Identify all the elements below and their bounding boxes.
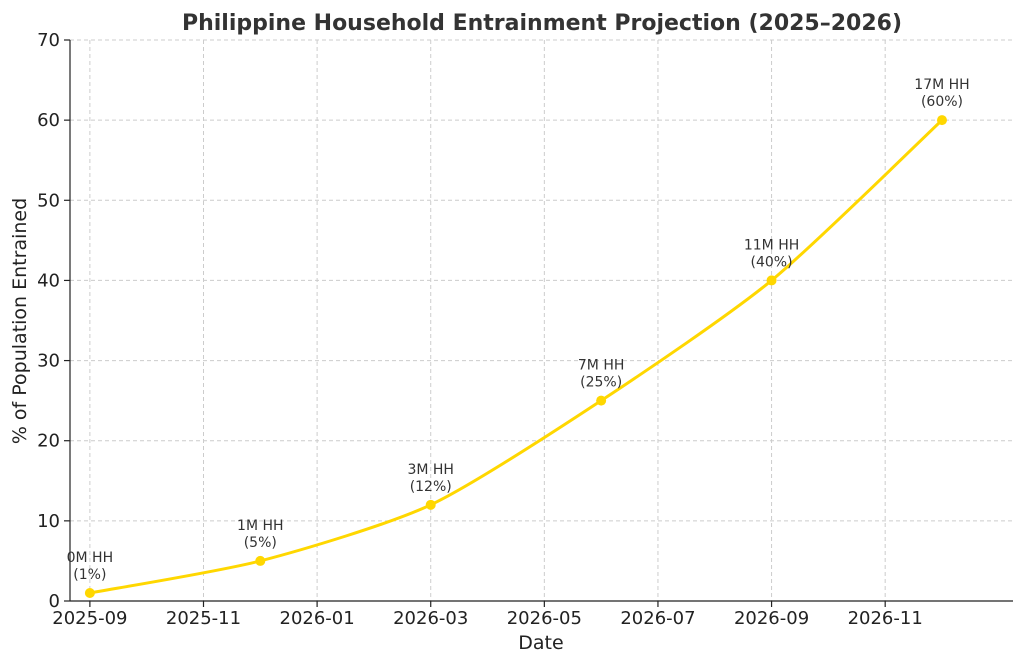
x-tick-label: 2026-07 xyxy=(620,608,695,629)
grid-layer xyxy=(70,39,1013,602)
y-tick-label: 60 xyxy=(37,110,60,131)
y-tick-label: 70 xyxy=(37,30,60,51)
y-tick-label: 10 xyxy=(37,511,60,532)
x-tick-label: 2026-05 xyxy=(507,608,582,629)
series-line xyxy=(88,118,944,595)
axes-layer xyxy=(69,40,1013,602)
point-label-households: 11M HH xyxy=(744,237,799,253)
point-label-households: 1M HH xyxy=(237,518,284,534)
y-tick-label: 30 xyxy=(37,351,60,372)
data-point xyxy=(936,115,947,126)
point-label-percent: (1%) xyxy=(73,567,106,583)
y-tick-label: 0 xyxy=(49,591,60,612)
point-label-percent: (40%) xyxy=(751,254,793,270)
data-point xyxy=(255,555,266,566)
series-layer xyxy=(84,115,947,598)
point-label-percent: (60%) xyxy=(921,94,963,110)
point-label-households: 7M HH xyxy=(578,358,625,374)
y-tick-label: 40 xyxy=(37,270,60,291)
x-tick-label: 2025-11 xyxy=(166,608,241,629)
x-tick-label: 2026-03 xyxy=(393,608,468,629)
point-label-percent: (5%) xyxy=(244,535,277,551)
point-label-households: 17M HH xyxy=(914,77,969,93)
labels-layer: 0M HH(1%) 1M HH(5%) 3M HH(12%) 7M HH(25%) 11… xyxy=(67,77,970,583)
x-tick-label: 2026-01 xyxy=(280,608,355,629)
x-axis-label: Date xyxy=(518,632,563,654)
y-axis-label: % of Population Entrained xyxy=(9,198,31,444)
x-tick-label: 2026-11 xyxy=(848,608,923,629)
data-point xyxy=(425,499,436,510)
point-label-households: 0M HH xyxy=(67,550,114,566)
point-label-percent: (12%) xyxy=(410,479,452,495)
ticks-layer: 0 10 20 30 40 50 60 70 2025-09 2025-11 2026-01 2026… xyxy=(37,30,923,629)
x-tick-label: 2026-09 xyxy=(734,608,809,629)
chart-title: Philippine Household Entrainment Project… xyxy=(182,11,902,36)
data-point xyxy=(84,587,95,598)
point-label-percent: (25%) xyxy=(580,375,622,391)
x-tick-label: 2025-09 xyxy=(52,608,127,629)
point-label-households: 3M HH xyxy=(407,462,454,478)
data-point xyxy=(766,275,777,286)
data-point xyxy=(596,395,607,406)
y-tick-label: 50 xyxy=(37,190,60,211)
y-tick-label: 20 xyxy=(37,431,60,452)
